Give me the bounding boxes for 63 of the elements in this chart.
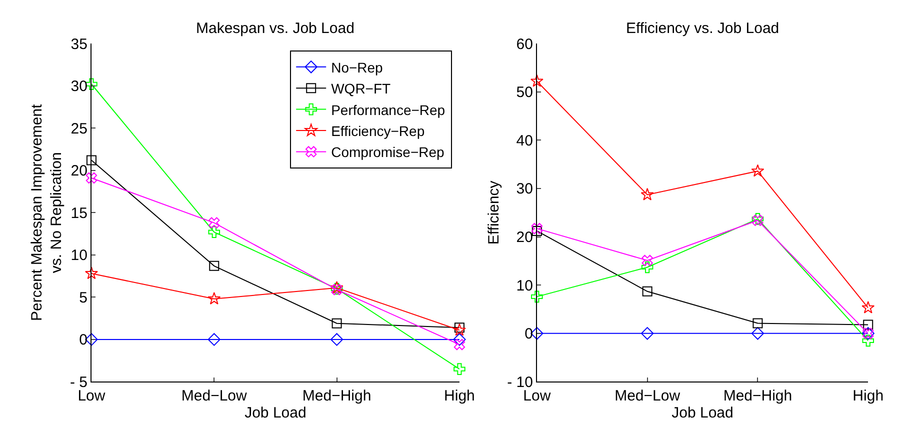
point — [452, 323, 466, 336]
point — [641, 261, 654, 274]
y-tick-label: 0 — [79, 332, 88, 349]
point — [208, 217, 220, 228]
point — [751, 327, 764, 340]
y-axis-title: Percent Makespan Improvement vs. No Replication — [28, 103, 66, 322]
y-tick-label: 5 — [79, 289, 88, 306]
point — [86, 155, 96, 166]
point — [86, 172, 98, 184]
legend-label: No−Rep — [331, 59, 384, 76]
point — [84, 266, 98, 280]
x-tick-label: Med−High — [723, 388, 792, 405]
chart-title: Efficiency vs. Job Load — [626, 20, 780, 37]
point — [862, 334, 874, 347]
legend-label: WQR−FT — [331, 80, 392, 97]
legend-label: Performance−Rep — [331, 102, 446, 118]
point — [209, 260, 220, 271]
point — [642, 254, 653, 266]
point — [454, 338, 466, 350]
y-tick-label: 10 — [70, 247, 88, 264]
y-axis-title: Efficiency — [485, 180, 502, 245]
x-tick-label: Med−High — [302, 388, 372, 405]
x-tick-label: High — [852, 388, 884, 405]
point — [863, 320, 874, 330]
y-tick-label: 15 — [70, 204, 88, 222]
point — [751, 164, 764, 177]
point — [531, 290, 543, 303]
point — [86, 78, 98, 90]
y-tick-label: 50 — [516, 84, 533, 102]
point — [332, 318, 342, 328]
point — [642, 286, 652, 296]
x-axis-title: Job Load — [244, 404, 306, 422]
y-tick-label: 10 — [516, 277, 533, 294]
point — [208, 226, 220, 238]
point — [454, 322, 464, 333]
y-tick-label: 25 — [70, 120, 88, 138]
point — [208, 292, 221, 304]
point — [531, 222, 543, 234]
y-tick-label: 20 — [70, 162, 88, 180]
point — [532, 226, 542, 236]
y-tick-label: 30 — [516, 180, 533, 198]
point — [454, 363, 466, 375]
chart-title: Makespan vs. Job Load — [196, 20, 354, 37]
point — [530, 74, 544, 87]
point — [330, 333, 344, 346]
y-tick-label: 0 — [524, 326, 533, 343]
point — [208, 333, 220, 346]
x-tick-label: Med−Low — [614, 388, 680, 405]
point — [640, 188, 654, 200]
legend-label: Efficiency−Rep — [331, 122, 425, 139]
y-tick-label: 35 — [70, 36, 88, 53]
x-tick-label: High — [444, 388, 475, 405]
x-axis-title: Job Load — [672, 404, 734, 422]
point — [453, 333, 466, 346]
point — [862, 301, 875, 314]
point — [752, 318, 763, 328]
point — [640, 327, 654, 340]
legend-label: Compromise−Rep — [331, 144, 445, 160]
y-tick-label: 20 — [516, 229, 533, 246]
y-tick-label: 60 — [516, 36, 533, 53]
y-tick-label: 30 — [70, 78, 88, 96]
y-tick-label: 40 — [516, 132, 533, 150]
x-tick-label: Med−Low — [181, 388, 248, 405]
